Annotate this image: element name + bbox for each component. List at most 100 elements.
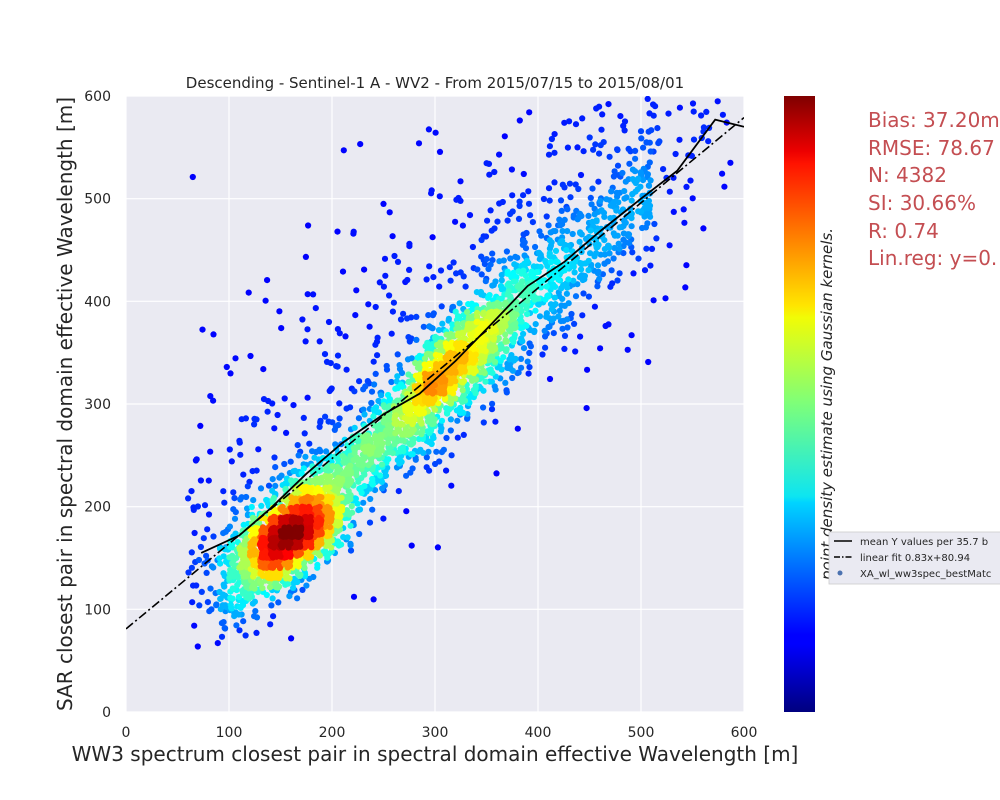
scatter-point	[226, 523, 233, 530]
scatter-point	[245, 595, 252, 602]
legend-scatter-label: XA_wl_ww3spec_bestMatc	[860, 569, 991, 580]
scatter-point	[666, 242, 673, 249]
scatter-point	[228, 458, 235, 465]
scatter-point	[236, 627, 243, 634]
scatter-point	[537, 284, 545, 291]
scatter-point	[422, 374, 429, 382]
scatter-point	[216, 555, 223, 562]
scatter-point	[257, 485, 265, 492]
scatter-point	[587, 194, 594, 201]
scatter-point	[194, 503, 201, 510]
scatter-point	[248, 503, 255, 511]
scatter-point	[478, 271, 485, 278]
scatter-point	[572, 121, 580, 128]
scatter-point	[197, 543, 204, 551]
scatter-point	[302, 338, 309, 345]
scatter-point	[525, 188, 532, 195]
scatter-point	[525, 370, 532, 377]
scatter-point	[519, 338, 526, 345]
scatter-point	[682, 284, 689, 291]
scatter-point	[314, 485, 321, 492]
scatter-point	[432, 460, 439, 468]
scatter-point	[370, 596, 377, 603]
scatter-point	[486, 292, 493, 299]
scatter-point	[507, 255, 514, 262]
scatter-point	[656, 138, 663, 145]
scatter-point	[221, 625, 228, 632]
scatter-point	[335, 421, 342, 429]
scatter-point	[517, 316, 524, 324]
scatter-point	[536, 250, 543, 257]
scatter-point	[524, 311, 531, 318]
scatter-point	[496, 302, 503, 309]
scatter-point	[437, 428, 444, 435]
scatter-point	[514, 370, 521, 377]
scatter-point	[270, 613, 277, 620]
scatter-point	[607, 283, 614, 290]
scatter-point	[219, 602, 226, 609]
scatter-point	[519, 324, 526, 331]
scatter-point	[448, 482, 455, 489]
scatter-point	[645, 182, 653, 189]
scatter-point	[432, 333, 439, 340]
scatter-point	[205, 511, 213, 518]
scatter-point	[351, 388, 358, 395]
scatter-points	[185, 96, 734, 650]
scatter-point	[454, 434, 461, 441]
scatter-point	[383, 366, 391, 373]
scatter-point	[705, 138, 712, 145]
scatter-point	[380, 200, 387, 207]
scatter-point	[360, 499, 367, 506]
scatter-point	[346, 465, 353, 472]
scatter-point	[358, 484, 365, 491]
scatter-point	[335, 542, 342, 549]
scatter-point	[561, 119, 568, 126]
scatter-point	[269, 595, 276, 602]
scatter-point	[597, 142, 604, 149]
scatter-point	[361, 411, 368, 418]
scatter-point	[281, 395, 288, 402]
scatter-point	[322, 413, 329, 420]
scatter-point	[283, 528, 290, 536]
scatter-point	[533, 269, 540, 276]
scatter-point	[593, 229, 601, 236]
scatter-point	[227, 594, 234, 601]
scatter-point	[334, 495, 341, 502]
x-axis-label: WW3 spectrum closest pair in spectral do…	[72, 742, 799, 766]
scatter-point	[251, 598, 258, 605]
scatter-point	[425, 126, 432, 133]
scatter-point	[243, 583, 250, 591]
scatter-point	[516, 202, 523, 210]
scatter-point	[425, 312, 432, 319]
scatter-point	[643, 245, 650, 252]
scatter-point	[271, 508, 278, 516]
scatter-point	[473, 289, 480, 296]
scatter-point	[594, 283, 601, 290]
scatter-point	[345, 494, 352, 501]
scatter-point	[351, 424, 358, 431]
scatter-point	[502, 337, 509, 344]
scatter-point	[499, 316, 507, 324]
x-tick-label: 400	[525, 725, 552, 741]
scatter-point	[480, 357, 487, 364]
scatter-point	[428, 324, 435, 331]
scatter-point	[430, 274, 437, 281]
scatter-point	[491, 358, 499, 365]
scatter-point	[548, 259, 555, 266]
scatter-point	[571, 269, 578, 276]
y-tick-label: 300	[84, 397, 111, 413]
scatter-point	[436, 148, 444, 155]
y-tick-label: 0	[102, 705, 111, 721]
scatter-point	[266, 584, 274, 591]
scatter-point	[274, 411, 281, 419]
scatter-point	[481, 261, 488, 268]
scatter-point	[517, 355, 525, 362]
scatter-point	[459, 222, 466, 229]
scatter-point	[613, 207, 620, 214]
scatter-point	[391, 252, 398, 260]
scatter-point	[347, 547, 355, 554]
scatter-point	[372, 341, 379, 348]
scatter-point	[584, 366, 591, 373]
scatter-point	[278, 472, 285, 479]
scatter-point	[361, 266, 368, 273]
